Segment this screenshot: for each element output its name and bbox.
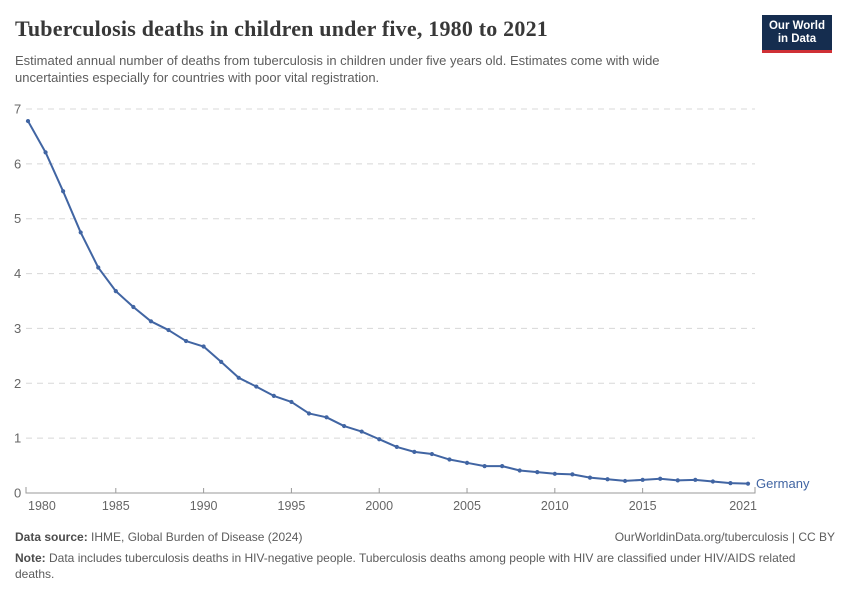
data-point-2006 xyxy=(482,464,487,469)
data-point-2019 xyxy=(710,479,715,484)
data-point-1981 xyxy=(43,150,48,155)
data-point-2021 xyxy=(745,481,751,486)
data-point-2007 xyxy=(500,464,505,469)
data-point-1992 xyxy=(236,375,241,380)
y-axis-label-5: 5 xyxy=(14,211,21,226)
data-source-label: Data source: xyxy=(15,530,88,544)
data-point-2008 xyxy=(517,468,522,473)
x-axis-label-1985: 1985 xyxy=(102,499,130,513)
data-point-2010 xyxy=(552,471,557,476)
data-point-1985 xyxy=(113,289,118,294)
x-axis-label-2005: 2005 xyxy=(453,499,481,513)
chart-note: Note: Data includes tuberculosis deaths … xyxy=(15,551,807,582)
y-axis-label-1: 1 xyxy=(14,431,21,446)
line-chart: 0 1 2 3 4 5 6 7 1980 1985 1990 1995 2000 2005 2010 2015… xyxy=(14,102,810,514)
data-point-1983 xyxy=(78,230,83,235)
data-point-1999 xyxy=(359,429,364,434)
chart-title: Tuberculosis deaths in children under fi… xyxy=(15,16,548,41)
data-point-2020 xyxy=(728,481,733,486)
data-point-2017 xyxy=(675,478,680,483)
data-point-2000 xyxy=(377,437,382,442)
data-source: Data source: IHME, Global Burden of Dise… xyxy=(15,530,302,544)
x-axis-label-1980: 1980 xyxy=(28,499,56,513)
owid-logo-line2: in Data xyxy=(777,33,817,45)
data-point-1993 xyxy=(254,384,259,389)
data-point-2016 xyxy=(658,476,663,481)
data-point-2005 xyxy=(464,460,470,465)
y-axis-label-7: 7 xyxy=(14,102,21,117)
owid-logo: Our World in Data xyxy=(761,15,832,53)
x-axis-label-2000: 2000 xyxy=(365,499,393,513)
data-point-2018 xyxy=(693,477,698,482)
data-point-1990 xyxy=(201,344,206,349)
data-point-1998 xyxy=(341,423,347,429)
x-axis-label-2010: 2010 xyxy=(541,499,569,513)
y-axis-label-2: 2 xyxy=(14,376,21,391)
y-axis-label-4: 4 xyxy=(14,266,21,281)
data-point-1997 xyxy=(324,415,329,420)
x-axis-label-1995: 1995 xyxy=(278,499,306,513)
data-point-1991 xyxy=(219,359,224,364)
x-axis-label-2021: 2021 xyxy=(729,499,757,513)
series-end-label-germany: Germany xyxy=(756,476,810,491)
series-line-germany xyxy=(27,120,749,485)
data-point-1995 xyxy=(289,399,294,405)
note-text: Data includes tuberculosis deaths in HIV… xyxy=(15,551,796,581)
data-point-2002 xyxy=(412,449,417,454)
owid-logo-line1: Our World xyxy=(768,20,825,32)
data-point-2013 xyxy=(605,477,610,482)
y-axis-label-6: 6 xyxy=(14,156,21,171)
data-point-1984 xyxy=(96,265,101,270)
data-point-2014 xyxy=(622,478,628,484)
data-point-2009 xyxy=(535,470,540,475)
data-point-2001 xyxy=(394,444,399,450)
chart-footer: Data source: IHME, Global Burden of Dise… xyxy=(15,530,835,582)
data-point-2004 xyxy=(447,457,452,462)
data-point-2003 xyxy=(429,451,435,457)
data-point-1986 xyxy=(131,304,136,310)
data-point-1980 xyxy=(25,118,31,124)
data-point-1994 xyxy=(271,393,276,399)
data-point-1982 xyxy=(61,189,66,194)
y-axis-label-3: 3 xyxy=(14,321,21,336)
y-axis-label-0: 0 xyxy=(14,486,21,501)
chart-subtitle: Estimated annual number of deaths from t… xyxy=(15,53,660,85)
data-point-1996 xyxy=(306,411,312,416)
data-point-1989 xyxy=(183,338,189,344)
data-point-2015 xyxy=(640,477,645,482)
data-point-1987 xyxy=(148,319,154,324)
x-axis-label-2015: 2015 xyxy=(629,499,657,513)
data-source-text: IHME, Global Burden of Disease (2024) xyxy=(87,530,303,544)
x-axis-label-1990: 1990 xyxy=(190,499,218,513)
owid-url-license: OurWorldinData.org/tuberculosis | CC BY xyxy=(614,530,835,544)
data-point-1988 xyxy=(166,327,171,333)
data-point-2011 xyxy=(570,472,575,477)
data-point-2012 xyxy=(587,475,593,480)
x-axis-line xyxy=(25,487,756,494)
note-label: Note: xyxy=(15,551,46,565)
